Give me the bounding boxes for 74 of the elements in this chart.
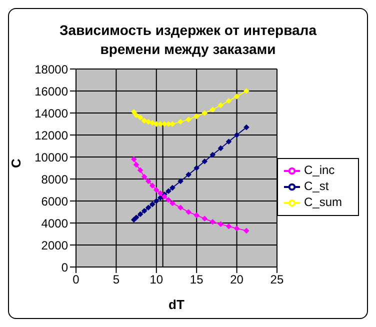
- point: [202, 110, 208, 116]
- point: [244, 124, 250, 130]
- point: [142, 118, 148, 124]
- point: [218, 221, 224, 227]
- point: [218, 102, 224, 108]
- point: [146, 119, 152, 124]
- point: [150, 120, 156, 126]
- y-tick-label: 8000: [41, 172, 68, 186]
- point: [194, 114, 200, 119]
- x-tick-label: 5: [112, 272, 120, 287]
- point: [134, 214, 139, 220]
- point: [170, 185, 176, 190]
- y-tick-label: 6000: [41, 194, 68, 208]
- x-tick-label: 0: [72, 272, 80, 287]
- point: [134, 112, 139, 118]
- point: [210, 107, 216, 112]
- point: [244, 88, 250, 94]
- point: [166, 197, 172, 203]
- point: [234, 132, 240, 138]
- point: [178, 204, 184, 210]
- y-tick-label: 14000: [34, 106, 68, 120]
- point: [146, 204, 152, 210]
- legend-label: C_st: [304, 178, 329, 193]
- point: [142, 174, 148, 180]
- point: [226, 224, 232, 229]
- point: [226, 138, 232, 144]
- y-tick-label: 10000: [34, 150, 68, 164]
- point: [202, 216, 208, 222]
- point: [234, 226, 240, 232]
- point: [194, 165, 200, 171]
- point: [244, 228, 250, 234]
- legend-label: C_inc: [304, 162, 335, 177]
- y-tick-label: 4000: [41, 216, 68, 230]
- point: [210, 152, 216, 158]
- point: [154, 187, 160, 193]
- point: [202, 158, 208, 164]
- point: [170, 200, 176, 206]
- point: [194, 212, 200, 218]
- point: [158, 190, 164, 196]
- y-tick-label: 0: [61, 260, 68, 274]
- point: [131, 156, 137, 162]
- point: [218, 146, 224, 151]
- point: [150, 202, 156, 207]
- point: [166, 188, 172, 194]
- point: [138, 168, 144, 173]
- y-axis-title: C: [8, 158, 24, 168]
- point: [186, 209, 192, 215]
- x-tick-label: 25: [270, 272, 284, 287]
- point: [186, 172, 192, 178]
- point: [150, 182, 156, 188]
- x-axis-title: dT: [168, 297, 184, 312]
- point: [131, 109, 137, 115]
- legend-label: C_sum: [304, 194, 342, 209]
- point: [234, 94, 240, 100]
- point: [210, 219, 216, 225]
- y-tick-label: 12000: [34, 128, 68, 142]
- point: [178, 119, 184, 124]
- y-tick-label: 16000: [34, 84, 68, 98]
- point: [134, 162, 139, 168]
- point: [146, 178, 152, 184]
- point: [142, 208, 148, 214]
- chart-title: Зависимость издержек от интервала времени между заказами: [58, 21, 318, 59]
- x-tick-label: 20: [230, 272, 244, 287]
- point: [186, 116, 192, 122]
- x-tick-label: 10: [150, 272, 164, 287]
- point: [158, 195, 164, 200]
- y-tick-label: 18000: [34, 62, 68, 76]
- point: [154, 198, 160, 204]
- y-tick-label: 2000: [41, 238, 68, 252]
- point: [138, 212, 144, 217]
- point: [138, 114, 144, 120]
- point: [226, 98, 232, 104]
- x-tick-label: 15: [190, 272, 204, 287]
- point: [178, 178, 184, 184]
